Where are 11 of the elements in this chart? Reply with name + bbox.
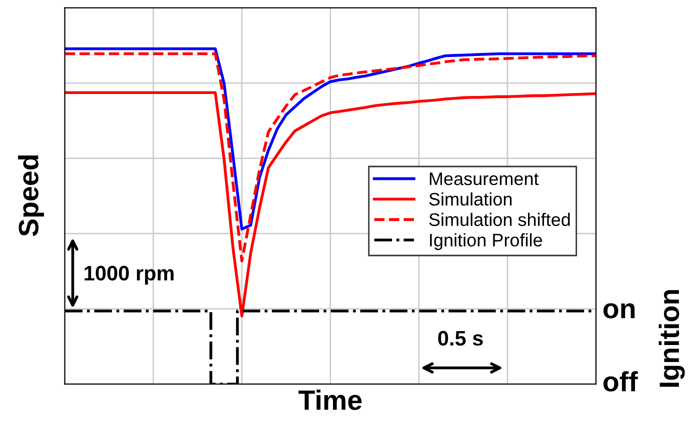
y2-axis-title: Ignition xyxy=(658,290,685,387)
annotation: 0.5 s xyxy=(438,330,483,346)
legend-label: Ignition Profile xyxy=(430,233,542,250)
x-axis-title: Time xyxy=(298,390,362,410)
y-axis-title: Speed xyxy=(18,155,44,236)
legend-label: Simulation shifted xyxy=(429,212,570,226)
legend-label: Measurement xyxy=(430,172,539,186)
legend-label: Simulation xyxy=(429,192,512,206)
text: on xyxy=(603,303,635,318)
annotation: 1000 rpm xyxy=(84,266,174,285)
text: off xyxy=(603,371,638,392)
